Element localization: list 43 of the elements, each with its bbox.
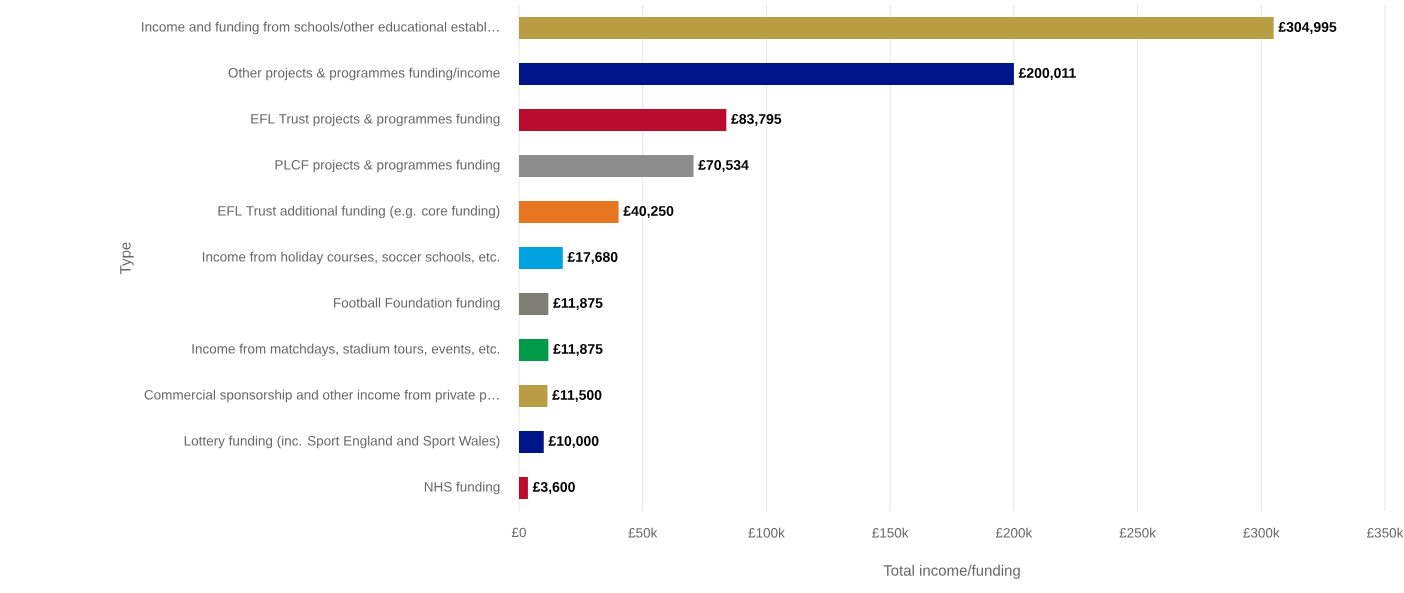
y-axis-title: Type	[120, 242, 134, 274]
y-tick-label: Income and funding from schools/other educational establ…	[142, 21, 499, 35]
bar	[519, 292, 549, 315]
y-tick-label: NHS funding	[424, 481, 500, 495]
data-label: £40,250	[623, 206, 674, 218]
data-label: £11,875	[553, 344, 603, 356]
y-tick-label: Income from holiday courses, soccer schools, etc.	[202, 251, 500, 265]
x-tick-label: £350k	[1366, 527, 1404, 538]
bar	[519, 154, 694, 177]
bar	[519, 63, 1014, 85]
bar	[519, 109, 727, 131]
x-tick-label: £200k	[995, 527, 1033, 538]
data-label: £10,000	[548, 436, 599, 448]
data-label: £3,600	[532, 482, 575, 494]
bar	[519, 17, 1274, 39]
x-tick-label: £250k	[1119, 527, 1156, 538]
y-tick-label: EFL Trust projects & programmes funding	[251, 113, 500, 127]
y-tick-label: Lottery funding (inc. Sport England and Sport Wales)	[184, 435, 500, 449]
y-tick-label: Income from matchdays, stadium tours, events, etc.	[192, 343, 500, 357]
y-tick-label: Other projects & programmes funding/income	[228, 67, 500, 81]
x-axis-title: Total income/funding	[883, 564, 1020, 579]
x-tick-label: £0	[511, 527, 526, 538]
data-label: £11,500	[552, 390, 602, 402]
bar	[519, 384, 548, 407]
data-label: £304,995	[1278, 22, 1337, 34]
data-label: £200,011	[1018, 68, 1076, 80]
y-tick-label: PLCF projects & programmes funding	[275, 159, 500, 173]
x-tick-label: £300k	[1243, 527, 1280, 538]
data-label: £11,875	[553, 298, 603, 310]
x-tick-label: £150k	[872, 527, 909, 538]
y-tick-label: Football Foundation funding	[334, 297, 500, 311]
y-tick-label: EFL Trust additional funding (e.g. core funding)	[218, 205, 500, 219]
x-tick-label: £50k	[628, 527, 658, 538]
data-label: £83,795	[731, 114, 782, 126]
bar	[519, 200, 619, 223]
data-label: £17,680	[567, 252, 618, 264]
bar	[519, 338, 549, 361]
y-tick-label: Commercial sponsorship and other income from private p…	[144, 389, 499, 403]
bar	[519, 246, 563, 269]
data-label: £70,534	[698, 160, 749, 172]
x-tick-label: £100k	[748, 527, 785, 538]
bar	[519, 430, 544, 453]
bar	[519, 476, 528, 499]
